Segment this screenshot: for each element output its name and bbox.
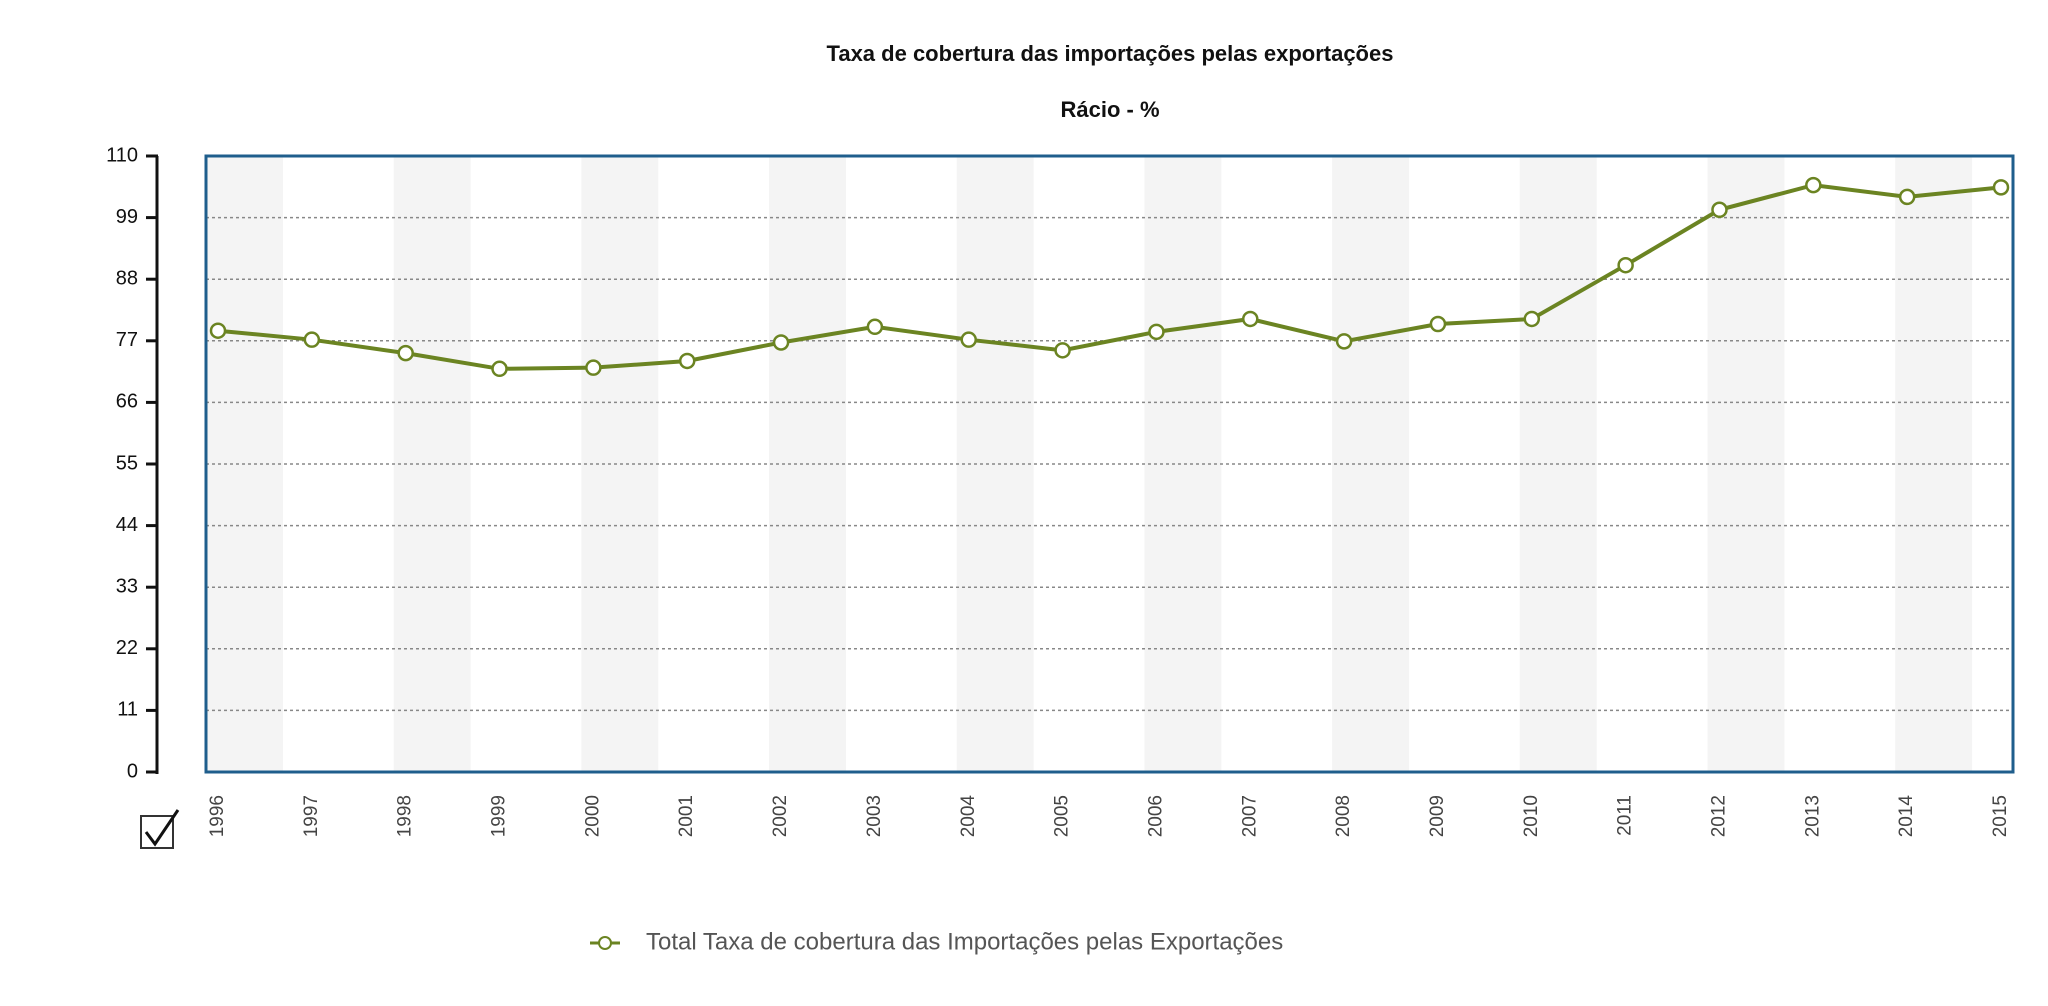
data-point <box>678 352 696 370</box>
y-tick-label: 99 <box>116 206 138 228</box>
x-tick-label: 2008 <box>1333 795 1354 837</box>
data-point <box>1805 176 1822 194</box>
data-point <box>1148 323 1165 341</box>
checkbox-check <box>144 809 180 847</box>
y-tick-label: 66 <box>116 391 138 413</box>
x-tick-label: 1997 <box>301 795 322 837</box>
data-point <box>1242 310 1259 328</box>
x-tick-label: 2003 <box>864 795 885 837</box>
legend-marker <box>598 936 612 950</box>
y-tick-label: 22 <box>116 637 138 659</box>
x-tick-label: 2012 <box>1708 795 1729 837</box>
x-tick-label: 2002 <box>770 795 791 837</box>
x-tick-label: 1999 <box>489 795 510 837</box>
x-tick-label: 2010 <box>1521 795 1542 837</box>
x-tick-label: 2001 <box>676 795 697 837</box>
x-tick-label: 2014 <box>1896 795 1917 838</box>
data-point <box>303 331 321 348</box>
x-tick-label: 2006 <box>1145 795 1166 837</box>
plot-border <box>204 154 2015 774</box>
x-tick-label: 1998 <box>395 795 416 837</box>
legend-label: Total Taxa de cobertura das Importações … <box>646 928 1283 955</box>
data-point <box>1429 315 1447 333</box>
y-tick-label: 11 <box>117 699 138 721</box>
data-point <box>1335 333 1353 350</box>
y-tick-label: 110 <box>106 144 138 166</box>
data-point <box>866 318 884 336</box>
y-tick-label: 77 <box>116 329 138 351</box>
x-tick-label: 2011 <box>1615 795 1636 836</box>
y-tick-label: 55 <box>116 452 138 474</box>
y-tick-label: 88 <box>116 267 138 289</box>
chart-subtitle: Rácio - % <box>1060 97 1159 122</box>
checkbox-box[interactable] <box>140 815 174 849</box>
data-point <box>209 322 227 339</box>
y-tick-label: 33 <box>116 575 138 597</box>
data-point <box>772 334 790 351</box>
data-point <box>960 331 977 348</box>
x-tick-label: 1996 <box>207 795 228 837</box>
data-point <box>1523 310 1541 328</box>
chart-title: Taxa de cobertura das importações pelas … <box>827 41 1394 66</box>
x-tick-label: 2013 <box>1802 795 1823 837</box>
data-point <box>585 359 602 376</box>
x-tick-label: 2000 <box>582 795 603 837</box>
data-point <box>1711 201 1728 219</box>
series-line <box>217 183 2002 371</box>
data-point <box>1992 179 2010 196</box>
x-tick-label: 2009 <box>1427 795 1448 837</box>
y-tick-label: 0 <box>127 760 138 782</box>
x-tick-label: 2005 <box>1052 795 1073 837</box>
x-tick-label: 2007 <box>1239 795 1260 837</box>
data-point <box>1054 342 1071 359</box>
data-point <box>397 344 414 362</box>
checkbox[interactable] <box>140 809 180 849</box>
x-tick-label: 2015 <box>1990 795 2011 837</box>
y-tick-label: 44 <box>116 514 138 536</box>
data-point <box>1617 256 1634 274</box>
data-point <box>1898 188 1916 206</box>
data-point <box>491 360 508 378</box>
x-tick-label: 2004 <box>958 795 979 838</box>
